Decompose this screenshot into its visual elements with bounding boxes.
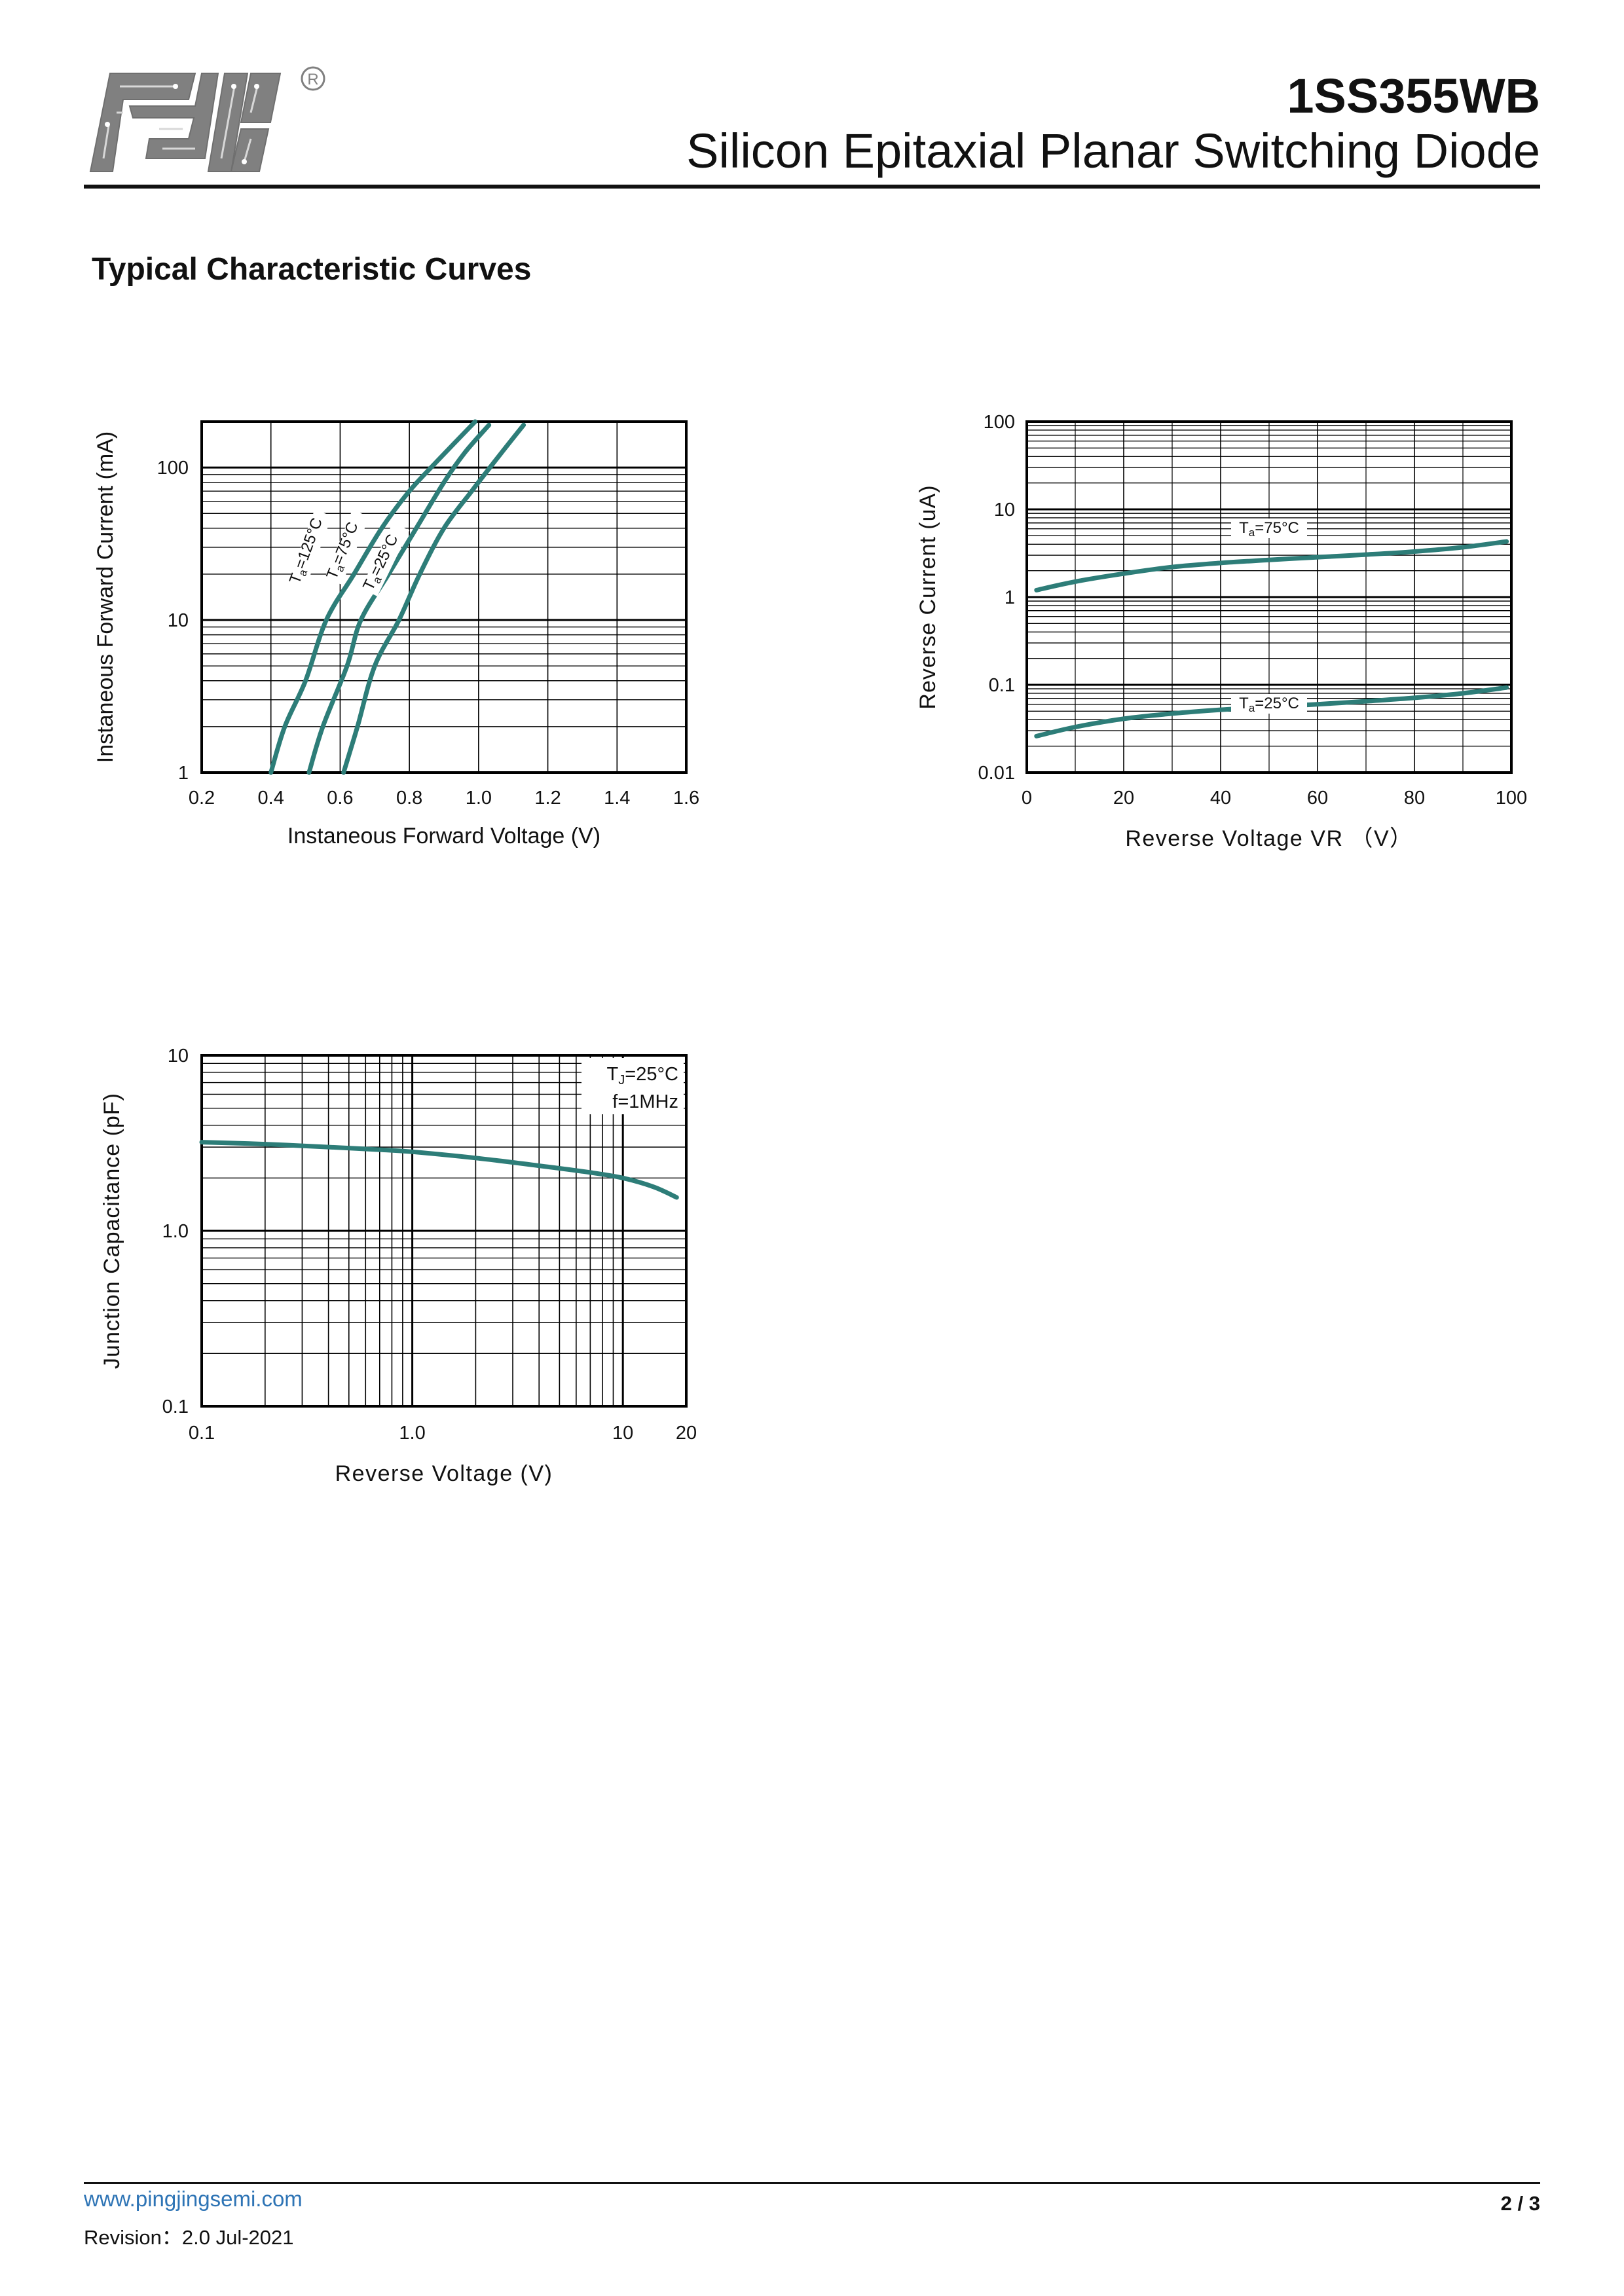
header-divider [84, 185, 1540, 189]
y-tick-label: 100 [984, 412, 1015, 433]
x-tick-label: 60 [1307, 788, 1328, 809]
y-tick-label: 0.01 [978, 763, 1015, 784]
y-tick-label: 0.1 [989, 675, 1015, 696]
x-tick-label: 0.6 [327, 788, 353, 809]
x-tick-label: 0.1 [189, 1423, 215, 1444]
x-axis-title: Instaneous Forward Voltage (V) [287, 824, 600, 848]
series-label: Ta=25°C [1239, 695, 1299, 714]
x-tick-label: 0 [1022, 788, 1032, 809]
x-tick-label: 0.2 [189, 788, 215, 809]
forward-characteristics-chart: 0.2 0.4 0.6 0.8 1.0 1.2 1.4 1.6 1 10 100 Instaneous… [93, 419, 699, 848]
plot-frame [200, 1054, 688, 1408]
registered-mark: R [301, 66, 325, 91]
series-curve [199, 1140, 679, 1200]
series-curve [1034, 539, 1509, 592]
part-number: 1SS355WB [1287, 69, 1540, 123]
x-tick-label: 1.4 [604, 788, 630, 809]
legend-text: TJ=25°C [607, 1064, 678, 1087]
legend-text: f=1MHz [612, 1091, 678, 1112]
plot-frame [200, 420, 688, 774]
x-tick-label: 1.6 [673, 788, 699, 809]
svg-text:R: R [307, 71, 318, 88]
y-tick-label: 0.1 [162, 1396, 189, 1417]
company-logo: R [89, 66, 325, 172]
plot-grid [201, 421, 687, 774]
y-axis-title: Instaneous Forward Current (mA) [93, 431, 118, 763]
y-axis-title: Reverse Current (uA) [915, 484, 940, 709]
junction-capacitance-chart: 0.1 1.0 10 20 0.1 1.0 10 Reverse Voltage (V) Jun… [100, 1046, 697, 1486]
x-axis-title: Reverse Voltage (V) [335, 1461, 553, 1486]
x-tick-label: 1.0 [466, 788, 492, 809]
x-tick-label: 1.2 [534, 788, 561, 809]
legend-box [581, 1058, 684, 1114]
x-tick-label: 40 [1210, 788, 1231, 809]
series-curve [306, 422, 492, 775]
page-number: 2 / 3 [1500, 2192, 1540, 2215]
series-curve [341, 422, 526, 775]
section-title: Typical Characteristic Curves [92, 252, 532, 287]
y-tick-label: 10 [994, 500, 1015, 520]
y-axis-title: Junction Capacitance (pF) [100, 1093, 124, 1369]
y-tick-label: 1 [178, 763, 189, 784]
x-tick-label: 1.0 [399, 1423, 425, 1444]
x-tick-label: 0.4 [258, 788, 284, 809]
footer-divider [84, 2182, 1540, 2184]
x-tick-label: 80 [1404, 788, 1425, 809]
series-label: Ta=125°C [286, 515, 328, 587]
y-tick-label: 10 [168, 610, 189, 631]
plot-frame [1025, 420, 1513, 774]
x-axis-title: Reverse Voltage VR （V） [1125, 826, 1412, 851]
series-label: Ta=75°C [1239, 519, 1299, 539]
x-tick-label: 20 [1113, 788, 1134, 809]
series-curve [268, 419, 478, 775]
plot-grid [1026, 420, 1512, 774]
company-website-link[interactable]: www.pingjingsemi.com [84, 2187, 303, 2211]
revision-text: Revision：2.0 Jul-2021 [84, 2226, 294, 2249]
y-tick-label: 1.0 [162, 1221, 189, 1242]
y-tick-label: 1 [1005, 587, 1015, 608]
reverse-current-chart: 0 20 40 60 80 100 0.01 0.1 1 10 100 Reverse Voltage… [915, 412, 1527, 851]
x-tick-label: 100 [1496, 788, 1527, 809]
x-tick-label: 10 [612, 1423, 633, 1444]
y-tick-label: 10 [168, 1046, 189, 1066]
y-tick-label: 100 [157, 458, 189, 479]
series-label: Ta=75°C [323, 520, 363, 583]
document-subtitle: Silicon Epitaxial Planar Switching Diode [686, 124, 1540, 178]
x-tick-label: 0.8 [396, 788, 422, 809]
x-tick-label: 20 [676, 1423, 697, 1444]
